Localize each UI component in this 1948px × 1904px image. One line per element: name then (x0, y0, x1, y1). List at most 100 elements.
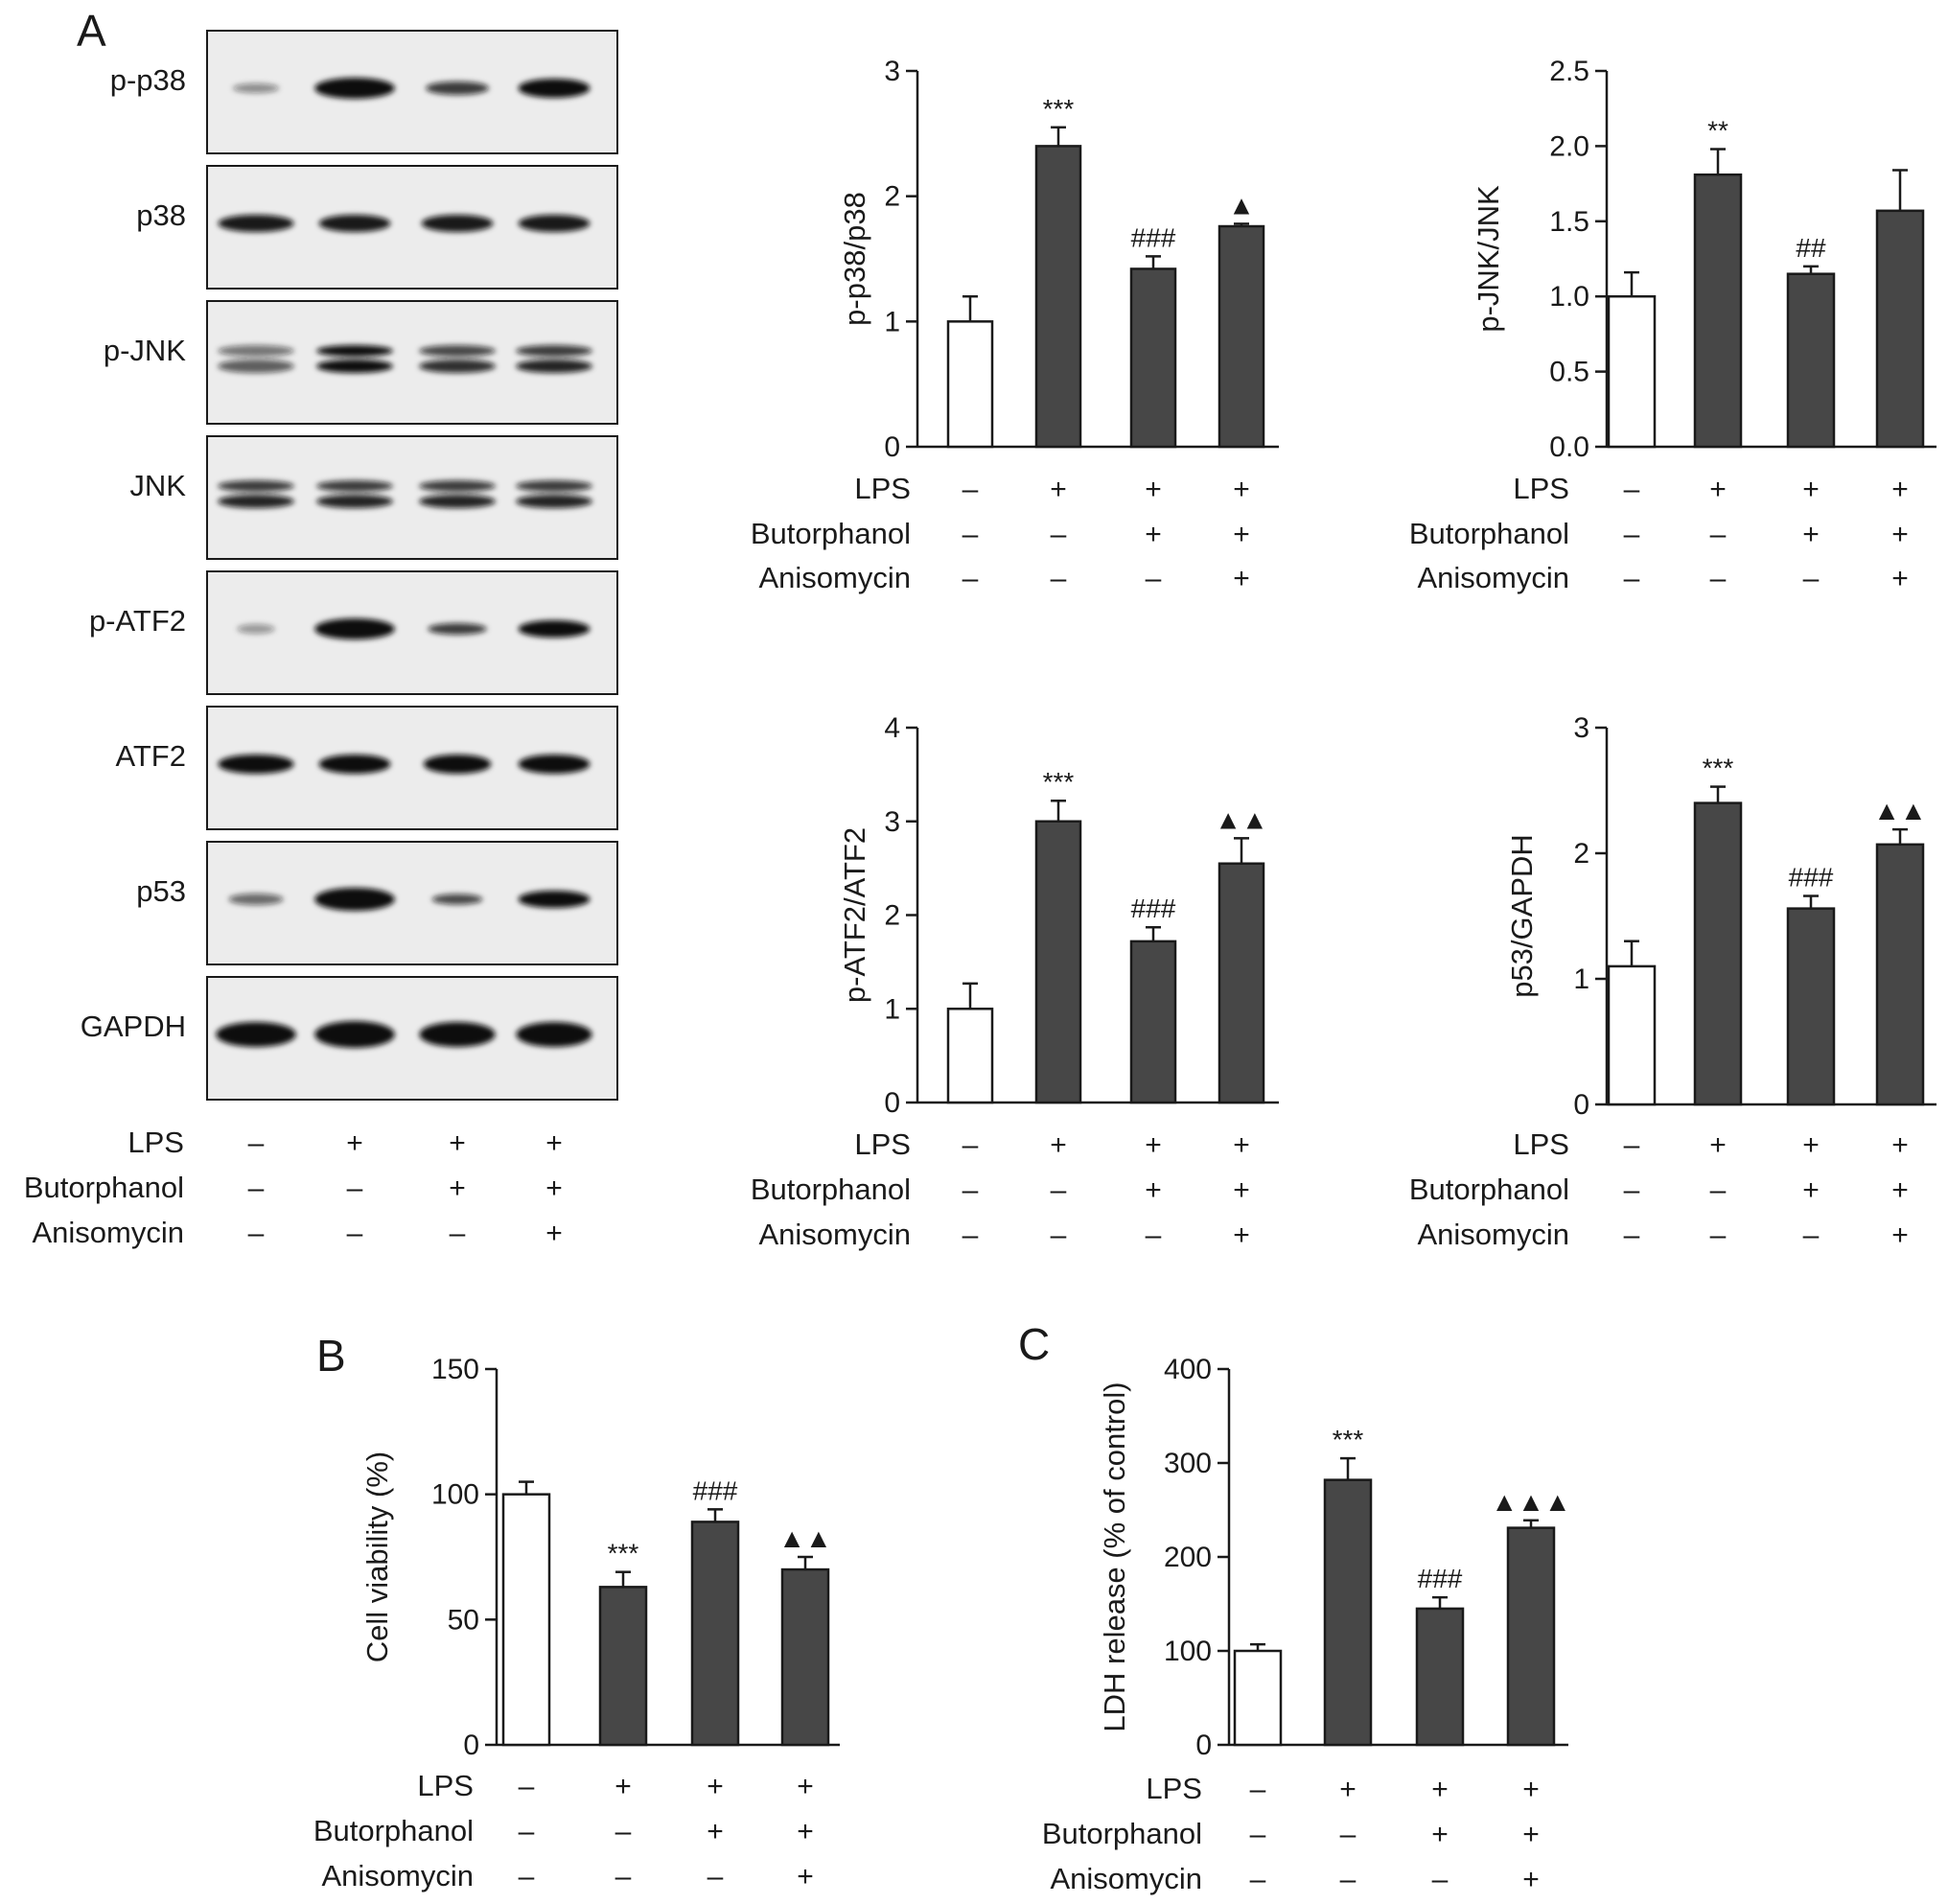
bar (780, 1567, 830, 1747)
condition-row: Butorphanol – – + + (751, 1173, 1250, 1206)
y-tick-label: 2 (1573, 838, 1589, 870)
y-tick-label: 1 (1573, 964, 1589, 995)
blot-band (218, 495, 294, 508)
significance-marker: ### (693, 1475, 738, 1505)
bar (1218, 862, 1265, 1104)
condition-sign: – (1051, 1219, 1067, 1251)
condition-row: LPS – + + + (417, 1769, 813, 1802)
condition-sign: + (1891, 1174, 1909, 1206)
blot-band (419, 1022, 496, 1047)
condition-label: LPS (854, 472, 911, 505)
condition-row: Butorphanol – – + + (751, 517, 1250, 550)
condition-row: Butorphanol – – + + (1042, 1817, 1540, 1850)
blot-row-p38: p38 (136, 165, 618, 290)
y-tick-label: 2 (884, 900, 900, 932)
condition-sign: + (1145, 1129, 1162, 1161)
condition-sign: – (962, 1219, 979, 1251)
blot-bands (228, 888, 591, 911)
blot-bands (218, 755, 591, 774)
panel-letter-a: A (77, 6, 106, 56)
blot-band (314, 618, 395, 639)
bar (1693, 801, 1743, 1106)
condition-sign: + (797, 1816, 814, 1847)
blot-band (218, 345, 294, 357)
condition-label: Butorphanol (751, 1173, 911, 1206)
blot-band (419, 495, 496, 508)
blot-row-atf2: ATF2 (116, 706, 618, 830)
blot-bands (232, 78, 591, 99)
significance-marker: ### (1418, 1564, 1463, 1593)
blot-band (318, 215, 391, 232)
y-tick-label: 2.0 (1549, 130, 1589, 162)
condition-sign: + (545, 1173, 563, 1204)
condition-sign: + (1891, 474, 1909, 505)
western-blot-panel: p-p38 p38 p-JNK JNK p-ATF2 ATF2 p53 GAPDH LPS – + +… (24, 30, 618, 1249)
bar (946, 320, 994, 449)
condition-sign: – (1803, 563, 1820, 594)
blot-protein-label: p38 (136, 198, 186, 232)
blot-band (516, 495, 592, 508)
condition-sign: – (519, 1771, 535, 1802)
y-axis-label: p-p38/p38 (838, 192, 871, 326)
condition-sign: – (1624, 563, 1640, 594)
condition-sign: + (1802, 1174, 1820, 1206)
condition-sign: + (1233, 1219, 1250, 1251)
blot-protein-label: p-p38 (110, 63, 186, 97)
condition-row: Butorphanol – – + + (1409, 517, 1909, 550)
significance-marker: ### (1789, 863, 1834, 893)
blot-band (516, 1022, 592, 1047)
condition-sign: – (1051, 1174, 1067, 1206)
condition-sign: + (707, 1771, 724, 1802)
blot-row-p-atf2: p-ATF2 (89, 570, 618, 695)
y-tick-label: 0.5 (1549, 357, 1589, 388)
bar (1034, 145, 1082, 449)
condition-sign: – (347, 1173, 363, 1204)
condition-row: LPS – + + + (1513, 1127, 1908, 1161)
condition-row: Anisomycin – – – + (759, 1218, 1250, 1251)
condition-sign: – (1624, 1174, 1640, 1206)
y-tick-label: 4 (884, 712, 900, 744)
chart-p53: 0 1 2 3 p53/GAPDH *** ### ▲▲ LPS – + + + Butorphanol –… (1409, 712, 1936, 1251)
condition-sign: – (1146, 563, 1162, 594)
significance-marker: *** (1043, 94, 1075, 124)
blot-band (316, 345, 393, 357)
condition-sign: + (1233, 519, 1250, 550)
condition-sign: + (449, 1127, 466, 1159)
condition-row: LPS – + + + (1146, 1772, 1539, 1805)
condition-sign: – (1051, 519, 1067, 550)
condition-label: Anisomycin (322, 1859, 475, 1892)
blot-band (218, 480, 294, 492)
blot-band (518, 891, 591, 908)
y-tick-label: 50 (448, 1604, 479, 1636)
blot-band (516, 345, 592, 357)
significance-marker: *** (1043, 767, 1075, 797)
chart-viability: 0 50 100 150 Cell viability (%) *** ### ▲▲ LPS – +… (313, 1354, 840, 1892)
condition-sign: + (1802, 519, 1820, 550)
blot-row-p53: p53 (136, 841, 618, 965)
blot-condition-row: Anisomycin – – – + (33, 1216, 563, 1249)
bar (1129, 267, 1177, 449)
bar (1233, 1649, 1283, 1747)
significance-marker: ## (1796, 233, 1826, 263)
chart-ldh: 0 100 200 300 400 LDH release (% of control) *… (1042, 1354, 1571, 1895)
condition-sign: – (962, 474, 979, 505)
blot-band (237, 624, 275, 634)
condition-sign: + (1522, 1819, 1540, 1850)
y-tick-label: 1 (884, 306, 900, 337)
condition-sign: + (545, 1127, 563, 1159)
significance-marker: ▲▲ (1873, 796, 1926, 825)
condition-row: Anisomycin – – – + (759, 561, 1250, 594)
condition-sign: + (1145, 1174, 1162, 1206)
condition-row: Anisomycin – – – + (322, 1859, 814, 1892)
chart-jnk: 0.00.51.01.52.02.5p-JNK/JNK**##LPS – + + +Bu… (1409, 56, 1936, 594)
bar (1129, 940, 1177, 1104)
y-tick-label: 0 (1195, 1730, 1212, 1761)
y-tick-label: 0 (463, 1730, 479, 1761)
bar (690, 1521, 740, 1747)
blot-band (318, 755, 391, 774)
significance-marker: *** (1703, 754, 1734, 783)
condition-row: Butorphanol – – + + (1409, 1173, 1909, 1206)
condition-sign: – (519, 1861, 535, 1892)
